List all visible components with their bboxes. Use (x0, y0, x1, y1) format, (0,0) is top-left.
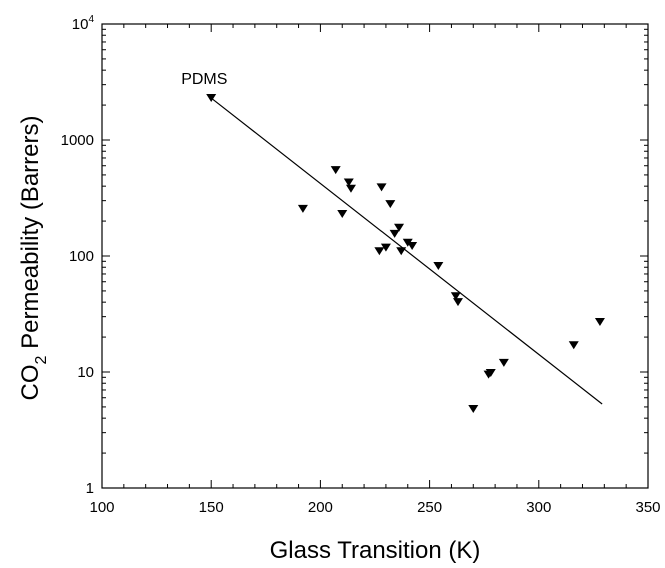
data-point (337, 210, 348, 219)
data-point (407, 241, 418, 250)
data-point (343, 178, 354, 187)
x-tick-label: 350 (635, 499, 660, 516)
y-tick-label: 1000 (61, 132, 94, 149)
x-tick-label: 100 (89, 499, 114, 516)
y-tick-label: 1 (86, 480, 94, 497)
plot-frame (101, 23, 649, 489)
data-point (297, 204, 308, 213)
y-axis-title-main: CO (17, 364, 44, 400)
data-point (433, 261, 444, 270)
data-point (394, 223, 405, 232)
x-tick-label: 200 (308, 499, 333, 516)
y-tick-label-top: 104 (72, 14, 95, 33)
x-tick-label: 250 (417, 499, 442, 516)
data-point (485, 369, 496, 378)
data-point (389, 229, 400, 238)
y-tick-label: 10 (77, 364, 94, 381)
data-point (568, 341, 579, 350)
y-tick-label: 100 (69, 248, 94, 265)
data-point (376, 183, 387, 192)
data-point (345, 184, 356, 193)
data-point (374, 247, 385, 256)
x-tick-label: 300 (526, 499, 551, 516)
data-point (385, 200, 396, 209)
y-axis-title-rest: Permeability (Barrers) (17, 116, 44, 356)
plot-frame-group (101, 23, 649, 489)
data-point (468, 404, 479, 413)
fit-line-group (210, 97, 603, 405)
annotation-pdms: PDMS (181, 71, 227, 88)
y-tick-label-top-exponent: 4 (88, 14, 94, 25)
fit-line (210, 97, 603, 405)
data-point (206, 94, 217, 103)
data-point (396, 247, 407, 256)
data-point (594, 317, 605, 326)
data-points-group (206, 94, 605, 413)
y-tick-label-top-base: 10 (72, 16, 89, 33)
axis-ticks-group (101, 24, 649, 489)
data-point (498, 358, 509, 367)
x-axis-title: Glass Transition (K) (270, 537, 481, 564)
y-axis-title-subscript: 2 (33, 355, 50, 364)
labels-group: Glass Transition (K) CO2 Permeability (B… (17, 14, 661, 564)
data-point (330, 166, 341, 175)
data-point (380, 243, 391, 252)
data-point (452, 298, 463, 307)
data-point (450, 292, 461, 301)
y-axis-title: CO2 Permeability (Barrers) (17, 116, 50, 401)
x-tick-label: 150 (199, 499, 224, 516)
